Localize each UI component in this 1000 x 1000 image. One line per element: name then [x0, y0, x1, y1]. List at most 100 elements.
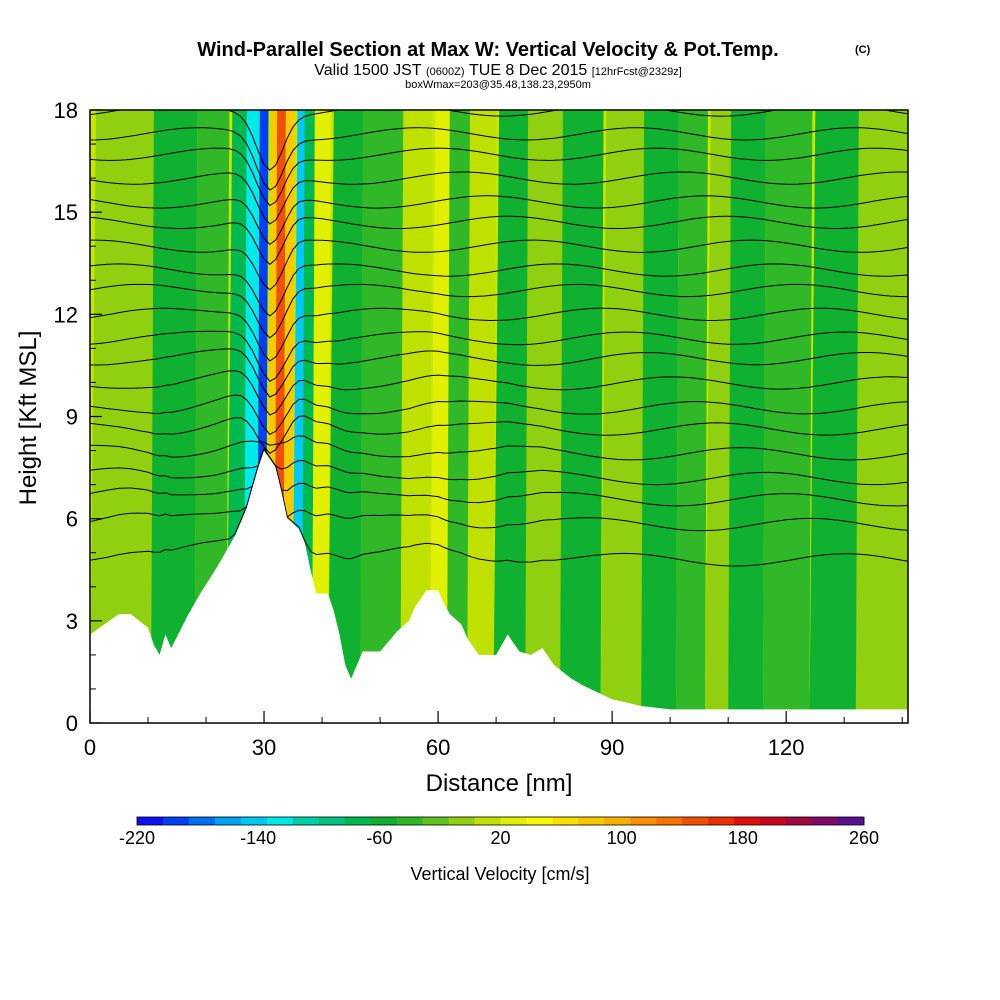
isentrope-line: [90, 307, 908, 362]
y-axis: 0 3 6 9 12 15 18: [54, 98, 102, 736]
velocity-band: [359, 110, 404, 723]
y-tick-label: 0: [66, 711, 78, 736]
colorbar-swatch: [396, 817, 424, 825]
isentrope-line: [90, 370, 908, 416]
isentrope-line: [90, 394, 908, 436]
isentrope-line: [90, 330, 908, 382]
velocity-band: [493, 110, 532, 723]
y-tick-label: 15: [54, 200, 78, 225]
isentrope-line: [90, 171, 908, 225]
colorbar-swatch: [370, 817, 398, 825]
isentrope-line: [90, 127, 908, 191]
colorbar-swatch: [318, 817, 346, 825]
colorbar-swatch: [448, 817, 476, 825]
x-axis: 0 30 60 90 120: [84, 711, 903, 760]
x-tick-label: 60: [426, 735, 450, 760]
isentrope-line: [90, 195, 908, 246]
y-tick-label: 18: [54, 98, 78, 123]
isentrope-line: [90, 239, 908, 291]
colorbar-swatch: [578, 817, 605, 825]
colorbar-swatch: [214, 817, 242, 825]
colorbar-swatch: [708, 817, 735, 825]
x-tick-label: 30: [252, 735, 276, 760]
colorbar-swatch: [604, 817, 631, 825]
y-tick-label: 3: [66, 609, 78, 634]
isentrope-line: [90, 263, 908, 317]
y-tick-label: 6: [66, 507, 78, 532]
colorbar-swatch: [526, 817, 553, 825]
y-tick-label: 12: [54, 302, 78, 327]
colorbar-swatch: [188, 817, 216, 825]
isentrope-line: [90, 447, 908, 486]
isentrope-line: [90, 447, 908, 507]
colorbar-swatch: [422, 817, 450, 825]
y-tick-label: 9: [66, 405, 78, 430]
terrain-mask: [90, 450, 908, 723]
x-axis-label: Distance [nm]: [426, 770, 573, 797]
colorbar-swatch: [266, 817, 294, 825]
isentrope-line: [90, 415, 908, 454]
colorbar-tick-label: 100: [607, 828, 637, 848]
colorbar-swatch: [682, 817, 709, 825]
velocity-band: [762, 110, 813, 723]
x-tick-label: 90: [600, 735, 624, 760]
colorbar-swatch: [552, 817, 579, 825]
isentrope-line: [90, 348, 908, 398]
colorbar-swatch: [292, 817, 320, 825]
velocity-band: [150, 110, 198, 723]
colorbar-label: Vertical Velocity [cm/s]: [410, 864, 589, 884]
colorbar-swatch: [474, 817, 501, 825]
colorbar-swatch: [240, 817, 268, 825]
isentrope-line: [90, 283, 908, 339]
colorbar-swatch: [500, 817, 527, 825]
isentrope-line: [90, 447, 908, 567]
colorbar-tick-label: 260: [849, 828, 879, 848]
velocity-band: [429, 110, 453, 723]
plot-area: [90, 110, 908, 723]
velocity-band: [400, 110, 433, 723]
velocity-band: [327, 110, 366, 723]
colorbar-swatch: [838, 817, 865, 825]
colorbar-swatch: [760, 817, 787, 825]
colorbar-swatch: [344, 817, 372, 825]
isentrope-line: [90, 215, 908, 265]
isentrope-line: [90, 147, 908, 207]
colorbar-tick-label: 20: [490, 828, 510, 848]
colorbar-frame: [136, 816, 865, 826]
velocity-band: [855, 110, 908, 723]
velocity-band: [446, 110, 471, 723]
colorbar-swatch: [137, 817, 164, 825]
chart-title: Wind-Parallel Section at Max W: Vertical…: [197, 39, 778, 61]
isentrope-line: [90, 435, 908, 461]
colorbar-swatch: [162, 817, 190, 825]
x-tick-label: 0: [84, 735, 96, 760]
velocity-band: [525, 110, 563, 723]
colorbar-tick-label: -220: [119, 828, 155, 848]
colorbar-swatch: [734, 817, 761, 825]
colorbar-swatch: [786, 817, 813, 825]
colorbar-tick-label: -140: [240, 828, 276, 848]
colorbar: -220 -140 -60 20 100 180 260: [119, 816, 879, 848]
x-tick-label: 120: [768, 735, 805, 760]
isentrope-lines: [90, 110, 908, 567]
velocity-band: [559, 110, 604, 723]
y-axis-label: Height [Kft MSL]: [15, 331, 42, 506]
velocity-band: [90, 110, 157, 723]
velocity-band: [311, 110, 331, 723]
colorbar-swatch: [812, 817, 839, 825]
velocity-band: [809, 110, 862, 723]
colorbar-swatch: [630, 817, 657, 825]
chart-title-units: (C): [855, 44, 871, 56]
velocity-band: [704, 110, 735, 723]
chart-subtitle: Valid 1500 JST (0600Z) TUE 8 Dec 2015 [1…: [314, 62, 682, 79]
colorbar-tick-label: 180: [728, 828, 758, 848]
isentrope-line: [90, 447, 908, 532]
velocity-band: [641, 110, 679, 723]
chart-subtitle-2: boxWmax=203@35.48,138.23,2950m: [405, 79, 591, 91]
velocity-band: [675, 110, 708, 723]
velocity-band: [467, 110, 497, 723]
velocity-band: [600, 110, 648, 723]
velocity-band: [728, 110, 766, 723]
colorbar-swatch: [656, 817, 683, 825]
